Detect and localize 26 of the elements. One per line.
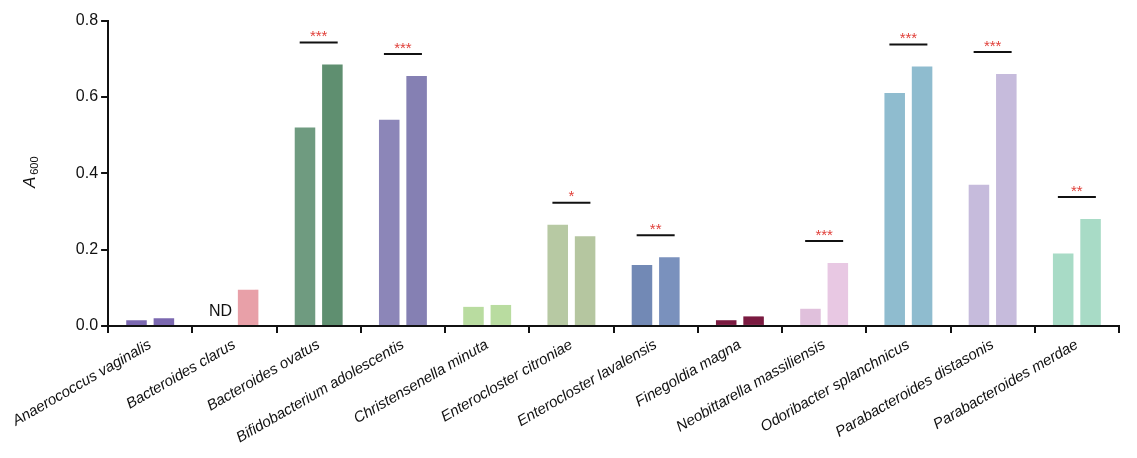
bar — [322, 64, 343, 325]
bar — [378, 119, 400, 325]
annotation: ND — [208, 302, 232, 320]
y-tick-label: 0.6 — [75, 87, 99, 105]
y-tick-label: 0.8 — [75, 11, 99, 29]
annotation: *** — [983, 36, 1002, 54]
bar — [547, 224, 568, 325]
annotation: *** — [309, 27, 328, 45]
annotation: *** — [899, 29, 918, 47]
bar — [800, 308, 821, 325]
annotation: * — [568, 187, 575, 205]
bar — [631, 264, 653, 325]
bar — [574, 236, 596, 325]
y-axis-title: A600 — [19, 156, 41, 190]
y-tick-label: 0.2 — [75, 240, 99, 258]
bar — [827, 262, 849, 325]
bar — [659, 257, 680, 325]
annotation: ** — [1071, 181, 1083, 199]
annotation: ** — [649, 219, 662, 237]
bar — [294, 127, 316, 325]
bar — [237, 289, 259, 325]
annotation: *** — [394, 38, 412, 56]
y-tick-label: 0.0 — [75, 316, 99, 334]
y-tick-label: 0.4 — [75, 163, 99, 181]
annotation: *** — [815, 225, 834, 243]
bar — [406, 75, 427, 325]
